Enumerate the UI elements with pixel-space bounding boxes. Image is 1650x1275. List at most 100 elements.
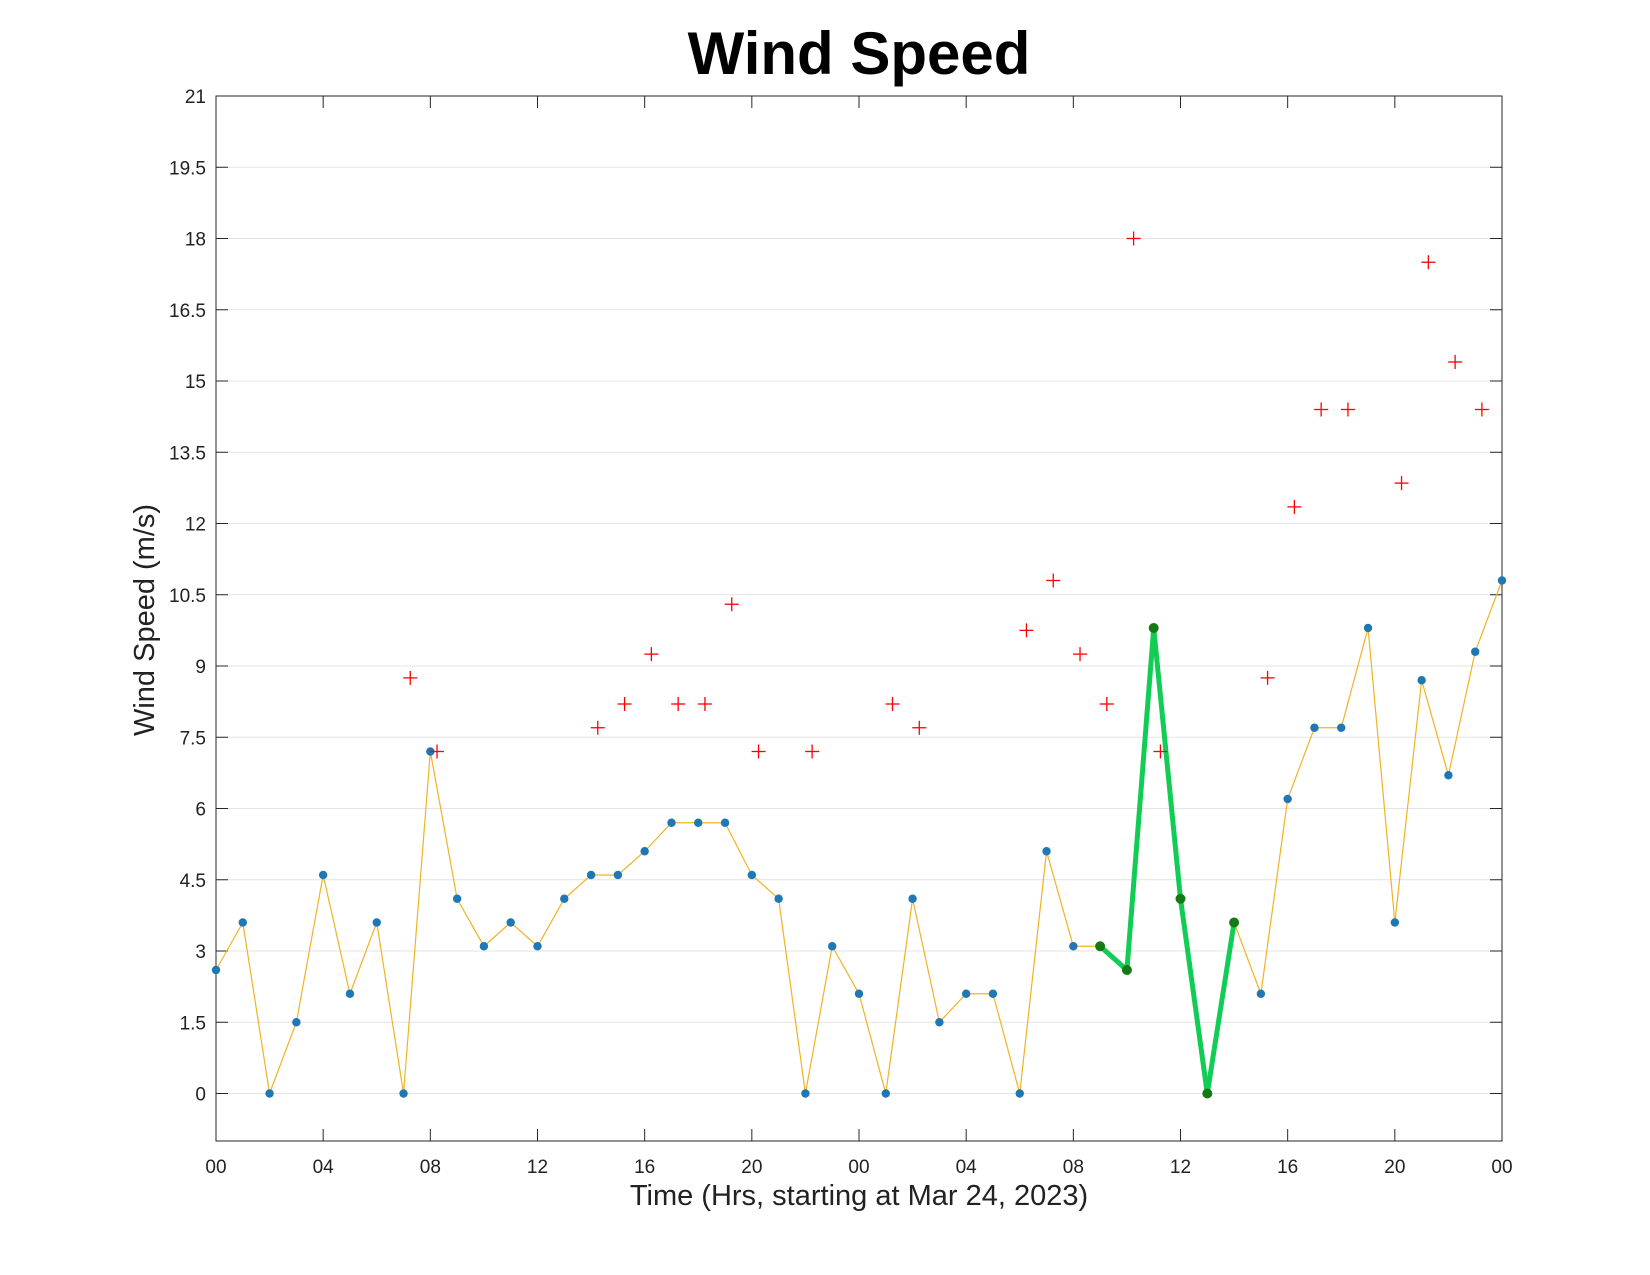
wind-speed-point — [1417, 676, 1426, 685]
x-tick-label: 00 — [205, 1157, 226, 1178]
wind-speed-point — [399, 1089, 408, 1098]
gust-marker — [1073, 647, 1088, 662]
wind-speed-point — [211, 965, 221, 975]
y-tick-label: 7.5 — [180, 728, 206, 749]
wind-speed-point — [935, 1018, 944, 1027]
highlight-series-line — [1098, 627, 1237, 1094]
gust-marker — [751, 744, 766, 759]
x-tick-label: 20 — [741, 1157, 762, 1178]
y-tick-label: 1.5 — [180, 1013, 206, 1034]
x-tick-label: 04 — [313, 1157, 335, 1178]
wind-speed-point — [613, 870, 623, 880]
wind-speed-point — [828, 942, 837, 951]
gust-marker — [1260, 670, 1275, 685]
x-tick-label: 12 — [1170, 1157, 1191, 1178]
wind-speed-point — [1337, 723, 1346, 732]
wind-speed-point — [774, 894, 783, 903]
x-tick-label: 00 — [848, 1157, 869, 1178]
wind-speed-point — [1310, 723, 1319, 732]
wind-speed-point — [452, 894, 462, 903]
gust-marker — [1448, 355, 1463, 369]
x-tick-label: 16 — [634, 1157, 655, 1178]
wind-speed-point — [1497, 576, 1507, 585]
gust-marker — [1340, 402, 1355, 417]
wind-speed-point — [908, 894, 917, 903]
wind-speed-point — [560, 894, 569, 903]
wind-speed-point — [372, 918, 381, 927]
gust-marker — [805, 744, 820, 759]
wind-speed-point — [1069, 942, 1078, 951]
data-series — [211, 231, 1507, 1099]
gust-marker — [1287, 499, 1302, 514]
wind-speed-point — [265, 1089, 274, 1098]
highlight-point — [1202, 1088, 1213, 1099]
wind-speed-point — [506, 918, 515, 927]
gust-marker — [1126, 231, 1141, 246]
x-tick-label: 20 — [1384, 1157, 1405, 1178]
x-tick-label: 00 — [1491, 1157, 1512, 1178]
x-axis-label: Time (Hrs, starting at Mar 24, 2023) — [630, 1180, 1088, 1212]
wind-speed-point — [801, 1089, 810, 1098]
gust-marker — [1099, 697, 1114, 711]
gust-marker — [644, 647, 659, 662]
wind-speed-point — [1283, 794, 1292, 804]
wind-speed-point — [238, 918, 247, 927]
x-tick-label: 12 — [527, 1157, 548, 1178]
wind-speed-point — [1256, 989, 1266, 998]
axis-ticks: 0 1.5 3 4.5 6 7.5 9 10.5 12 13.5 15 16.5 18 19.5 21 00 0… — [169, 87, 1513, 1178]
y-tick-label: 0 — [195, 1085, 206, 1106]
y-tick-label: 12 — [185, 515, 206, 536]
wind-speed-point — [881, 1089, 890, 1098]
grid-lines — [216, 166, 1502, 1094]
wind-speed-point — [1015, 1089, 1024, 1098]
wind-speed-point — [1444, 771, 1453, 780]
y-tick-label: 18 — [185, 230, 206, 251]
y-axis-label: Wind Speed (m/s) — [129, 504, 161, 736]
wind-speed-point — [694, 818, 703, 827]
x-tick-label: 08 — [1063, 1157, 1084, 1178]
y-tick-label: 6 — [195, 800, 206, 821]
wind-speed-point — [961, 989, 971, 998]
wind-speed-point — [533, 942, 542, 951]
wind-speed-point — [1390, 918, 1400, 927]
gust-marker — [1474, 402, 1489, 417]
y-tick-label: 10.5 — [169, 586, 206, 607]
wind-speed-point — [479, 942, 489, 951]
wind-speed-point — [640, 847, 649, 856]
wind-speed-point — [318, 870, 328, 880]
y-tick-label: 21 — [185, 87, 206, 108]
chart-title: Wind Speed — [688, 20, 1031, 87]
y-tick-label: 15 — [185, 372, 206, 393]
wind-speed-point — [345, 989, 355, 998]
wind-speed-point — [586, 870, 596, 880]
wind-speed-point — [1363, 623, 1373, 633]
y-tick-label: 13.5 — [169, 443, 206, 464]
highlight-point — [1175, 893, 1186, 904]
gust-marker — [1046, 573, 1061, 588]
wind-speed-point — [854, 989, 864, 998]
x-tick-label: 08 — [420, 1157, 441, 1178]
y-tick-label: 4.5 — [180, 871, 206, 892]
gust-marker — [1153, 744, 1168, 759]
y-tick-label: 9 — [195, 657, 206, 678]
highlight-point — [1229, 917, 1240, 928]
wind-speed-point — [988, 989, 998, 998]
highlight-point — [1148, 623, 1159, 633]
gust-marker — [1019, 623, 1034, 638]
x-tick-label: 04 — [956, 1157, 978, 1178]
gust-marker — [912, 720, 927, 735]
y-tick-label: 16.5 — [169, 301, 206, 322]
gust-marker — [724, 597, 739, 612]
wind-speed-point — [747, 870, 757, 880]
gust-marker — [403, 670, 418, 685]
wind-speed-point — [292, 1018, 301, 1027]
highlight-point — [1121, 965, 1132, 975]
gust-marker — [1314, 402, 1329, 417]
y-tick-label: 3 — [195, 942, 206, 963]
wind-speed-point — [1471, 647, 1480, 656]
wind-speed-point — [667, 818, 676, 827]
gust-marker — [430, 744, 445, 759]
gust-marker — [590, 720, 605, 735]
y-tick-label: 19.5 — [169, 158, 206, 179]
